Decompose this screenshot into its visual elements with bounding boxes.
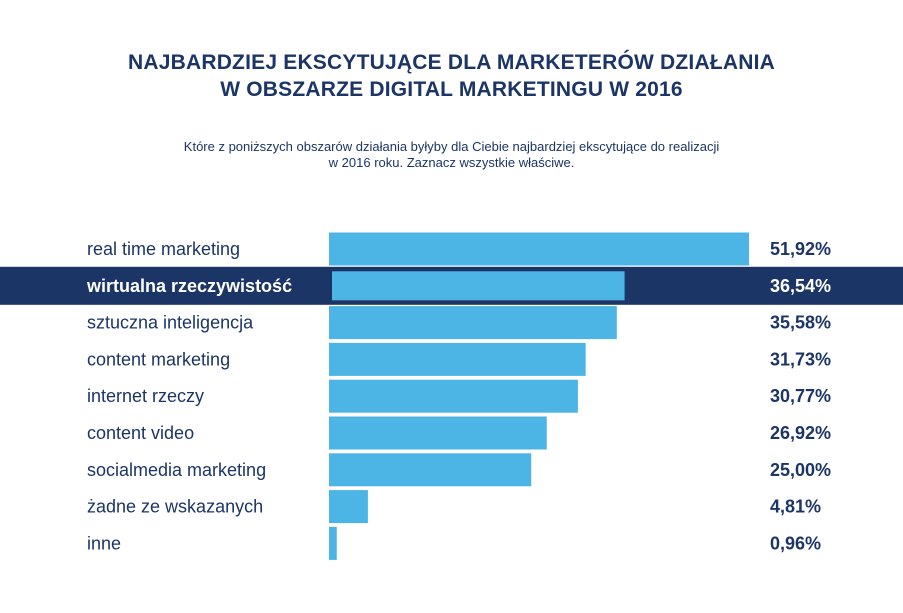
bar-3	[329, 342, 586, 376]
value-label-0: 51,92%	[770, 239, 831, 259]
bar-0	[329, 232, 749, 266]
chart-subtitle: Które z poniższych obszarów działania by…	[0, 139, 903, 171]
bar-2	[329, 306, 617, 340]
category-label-2: sztuczna inteligencja	[87, 313, 254, 333]
category-label-3: content marketing	[87, 349, 230, 369]
value-label-4: 30,77%	[770, 386, 831, 406]
bar-8	[329, 526, 337, 560]
chart-subtitle-line-2: w 2016 roku. Zaznacz wszystkie właściwe.	[328, 155, 575, 170]
category-label-7: żadne ze wskazanych	[87, 497, 263, 517]
category-label-6: socialmedia marketing	[87, 460, 266, 480]
bar-6	[329, 453, 532, 487]
category-label-0: real time marketing	[87, 239, 240, 259]
category-label-8: inne	[87, 533, 121, 553]
category-label-5: content video	[87, 423, 194, 443]
chart-title-line-2: W OBSZARZE DIGITAL MARKETINGU W 2016	[220, 78, 683, 101]
value-label-3: 31,73%	[770, 349, 831, 369]
bar-7	[329, 490, 368, 524]
value-label-7: 4,81%	[770, 497, 821, 517]
bar-4	[329, 379, 578, 413]
category-label-4: internet rzeczy	[87, 386, 204, 406]
value-label-6: 25,00%	[770, 460, 831, 480]
chart-title-line-1: NAJBARDZIEJ EKSCYTUJĄCE DLA MARKETERÓW D…	[127, 51, 775, 74]
value-label-1: 36,54%	[770, 276, 831, 296]
chart-subtitle-line-1: Które z poniższych obszarów działania by…	[183, 139, 720, 154]
bar-5	[329, 416, 547, 450]
chart-title: NAJBARDZIEJ EKSCYTUJĄCE DLA MARKETERÓW D…	[0, 49, 903, 103]
value-label-2: 35,58%	[770, 313, 831, 333]
category-label-1: wirtualna rzeczywistość	[86, 276, 292, 296]
value-label-8: 0,96%	[770, 533, 821, 553]
bar-1	[332, 271, 625, 301]
value-label-5: 26,92%	[770, 423, 831, 443]
